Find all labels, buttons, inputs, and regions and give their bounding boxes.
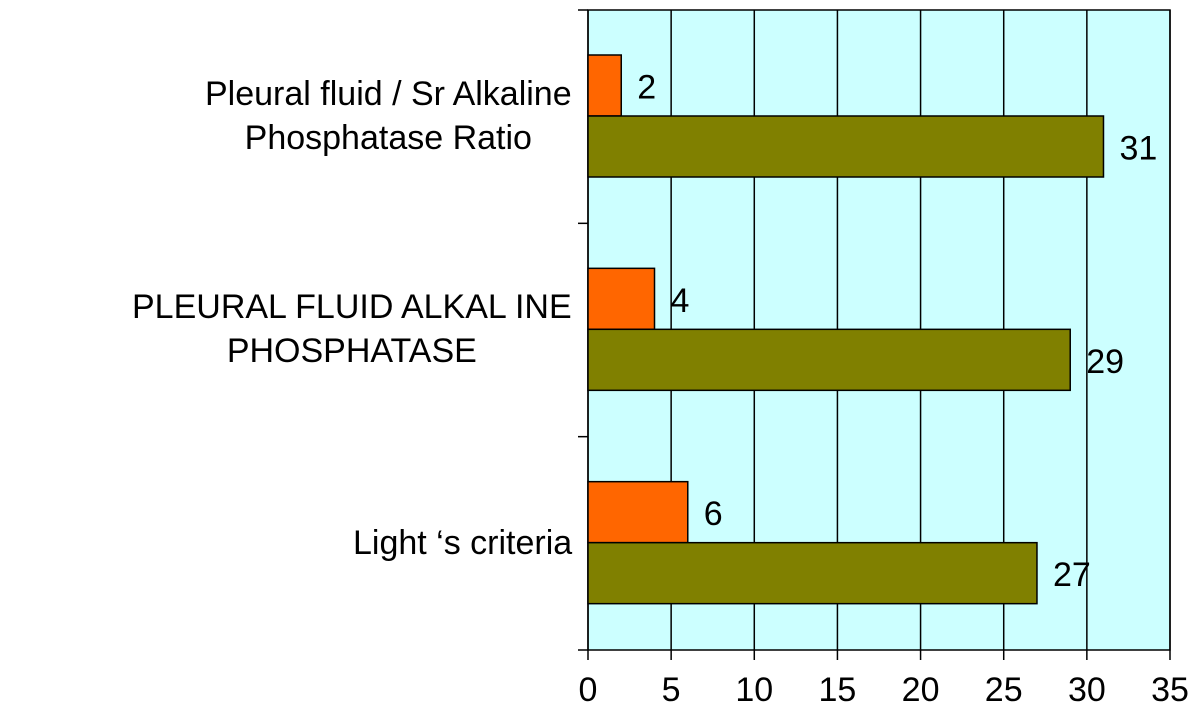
value-label: 2 (637, 68, 656, 106)
x-tick-label: 10 (735, 671, 773, 709)
value-label: 6 (704, 495, 723, 533)
x-tick-label: 20 (902, 671, 940, 709)
bar (587, 267, 656, 331)
value-label: 4 (671, 282, 690, 320)
bar (587, 54, 623, 117)
x-tick-label: 25 (985, 671, 1023, 709)
value-label: 29 (1086, 343, 1124, 381)
bar (587, 328, 1071, 392)
x-tick-label: 35 (1151, 671, 1189, 709)
bar (587, 115, 1105, 178)
y-tick-label: PLEURAL FLUID ALKAL INE PHOSPHATASE (132, 288, 572, 371)
y-tick-label: Light ‘s criteria (353, 523, 573, 562)
value-label: 31 (1119, 129, 1157, 167)
x-tick-label: 0 (579, 671, 598, 709)
bar (587, 541, 1038, 605)
value-label: 27 (1053, 556, 1091, 594)
x-tick-label: 30 (1068, 671, 1106, 709)
x-tick-label: 5 (662, 671, 681, 709)
x-tick-label: 15 (819, 671, 857, 709)
bar (587, 480, 689, 544)
y-tick-label: Pleural fluid / Sr Alkaline Phosphatase … (205, 75, 572, 157)
